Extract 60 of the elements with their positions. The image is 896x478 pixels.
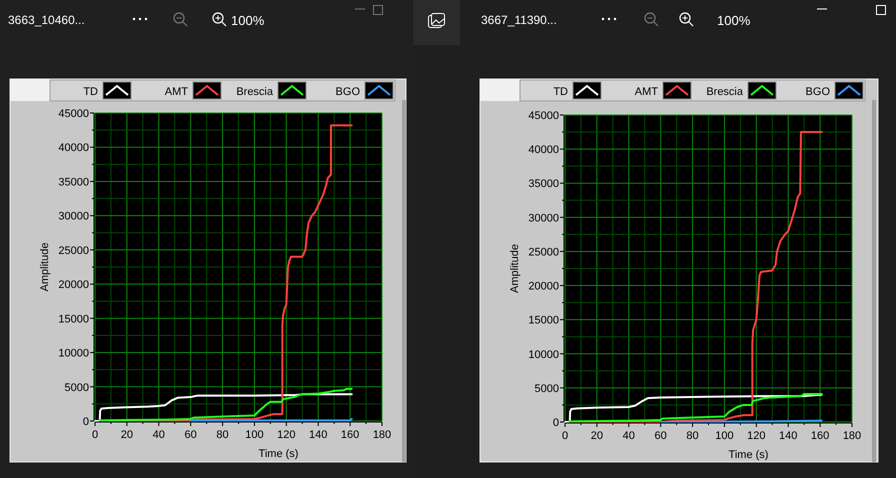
x-tick-label: 180 <box>842 430 862 442</box>
y-tick-label: 5000 <box>64 382 89 394</box>
x-tick-label: 180 <box>372 429 392 441</box>
legend-label: AMT <box>634 86 658 98</box>
line-series <box>98 388 353 422</box>
x-tick-label: 20 <box>590 430 604 442</box>
y-tick-label: 45000 <box>528 110 559 122</box>
legend-label: BGO <box>806 86 830 98</box>
y-tick-label: 20000 <box>58 279 89 292</box>
chart-title: 3667_11390... <box>481 13 557 27</box>
y-tick-label: 15000 <box>528 314 559 327</box>
x-tick-label: 100 <box>715 430 734 442</box>
y-tick-label: 10000 <box>58 348 89 360</box>
x-tick-label: 120 <box>277 429 296 441</box>
x-tick-label: 0 <box>92 429 98 441</box>
x-tick-label: 80 <box>216 429 229 441</box>
line-series <box>94 393 353 422</box>
legend-label: TD <box>553 86 568 98</box>
x-tick-label: 140 <box>309 429 328 441</box>
line-series <box>98 124 353 422</box>
y-tick-label: 35000 <box>58 176 89 188</box>
chart-title: 3663_10460... <box>8 13 85 27</box>
legend-label: AMT <box>164 86 188 98</box>
x-tick-label: 20 <box>120 429 134 441</box>
y-axis-title: Amplitude <box>509 244 521 293</box>
y-tick-label: 0 <box>82 416 89 428</box>
legend-label: Brescia <box>706 86 744 98</box>
text: 100% <box>231 13 265 28</box>
text: 100% <box>717 13 751 28</box>
y-tick-label: 15000 <box>58 313 89 326</box>
y-tick-label: 45000 <box>58 108 89 120</box>
x-tick-label: 40 <box>152 429 165 441</box>
y-tick-label: 40000 <box>58 142 89 154</box>
x-tick-label: 0 <box>562 430 568 442</box>
y-tick-label: 25000 <box>58 244 89 257</box>
y-tick-label: 30000 <box>528 212 559 224</box>
y-tick-label: 5000 <box>534 382 559 395</box>
x-tick-label: 160 <box>810 430 830 442</box>
x-tick-label: 160 <box>340 429 360 441</box>
legend-label: TD <box>83 86 98 98</box>
x-tick-label: 120 <box>747 430 766 442</box>
legend-label: Brescia <box>236 86 274 98</box>
x-tick-label: 100 <box>245 429 264 441</box>
y-tick-label: 10000 <box>528 348 559 361</box>
y-tick-label: 30000 <box>58 210 89 223</box>
line-series <box>568 131 823 423</box>
x-tick-label: 80 <box>686 430 699 442</box>
y-tick-label: 20000 <box>528 280 559 293</box>
y-tick-label: 0 <box>552 417 559 429</box>
x-tick-label: 140 <box>779 430 798 442</box>
x-axis-title: Time (s) <box>258 448 298 460</box>
x-tick-label: 60 <box>184 429 197 441</box>
y-axis-title: Amplitude <box>39 242 51 292</box>
legend-label: BGO <box>336 86 360 98</box>
y-tick-label: 25000 <box>528 246 559 258</box>
y-tick-label: 40000 <box>528 144 559 156</box>
y-tick-label: 35000 <box>528 178 559 190</box>
x-tick-label: 40 <box>622 430 635 442</box>
x-axis-title: Time (s) <box>728 449 768 461</box>
x-tick-label: 60 <box>654 430 667 442</box>
